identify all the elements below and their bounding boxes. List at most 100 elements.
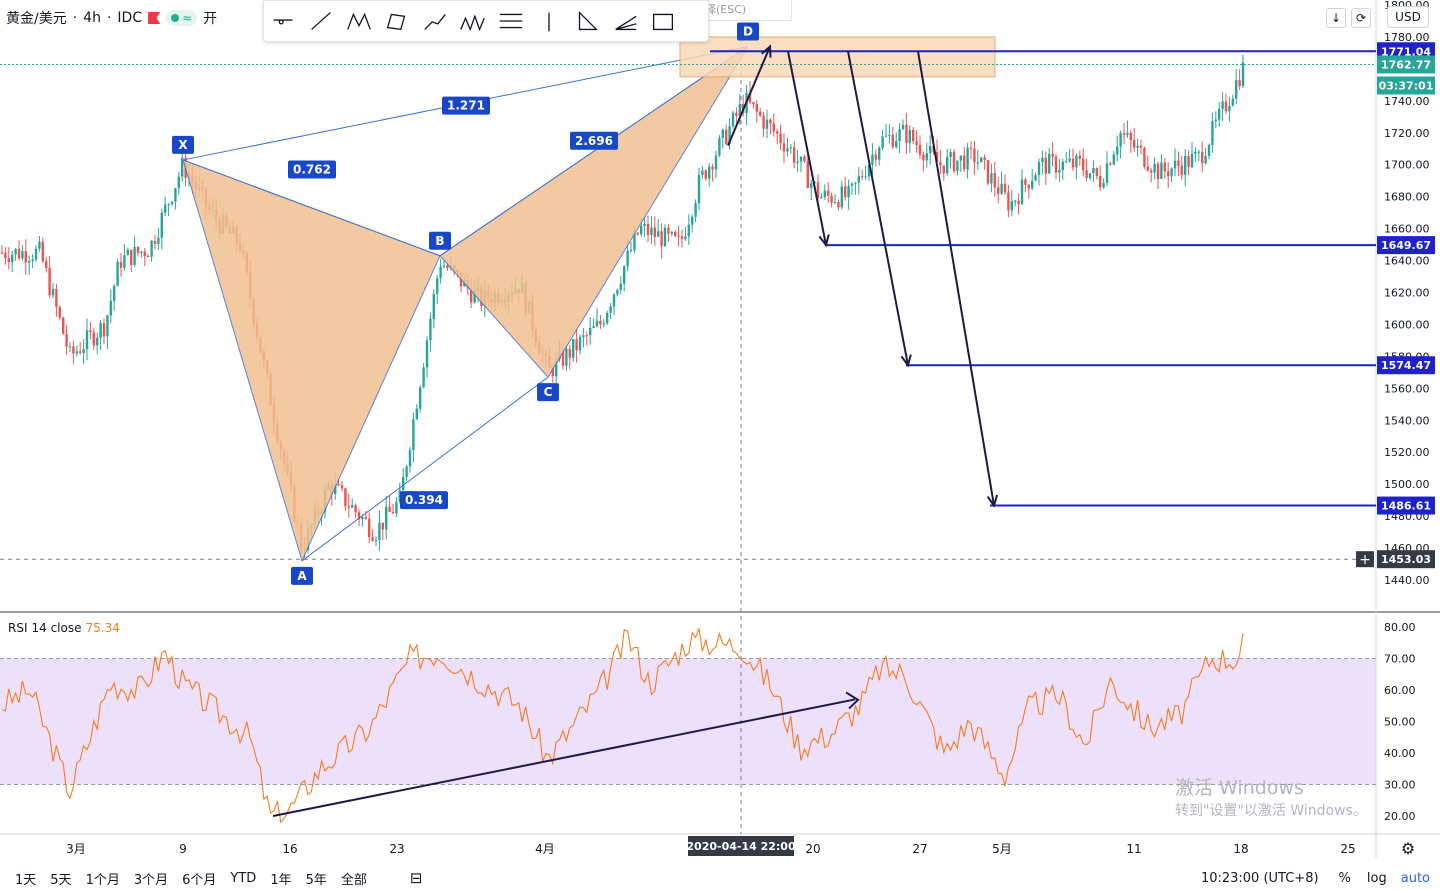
candle-body [619, 283, 622, 290]
candle-body [347, 506, 350, 508]
arrow-down-icon[interactable]: ↓ [1326, 8, 1346, 28]
candle-body [364, 517, 367, 519]
clock-label[interactable]: 10:23:00 (UTC+8) [1200, 870, 1319, 886]
symbol-name[interactable]: 黄金/美元 [6, 11, 67, 27]
xabcd-pattern-icon[interactable] [340, 2, 378, 40]
candle-body [891, 134, 894, 148]
candle-body [650, 227, 653, 236]
arrow-target-1 [787, 51, 827, 246]
candle-body [119, 261, 123, 268]
frame-icon[interactable] [644, 2, 682, 40]
candle-body [1133, 140, 1136, 148]
market-status-badge[interactable]: ≈ [166, 10, 198, 26]
candle-body [704, 170, 707, 179]
range-3m[interactable]: 3个月 [133, 872, 169, 888]
candle-body [1020, 179, 1024, 205]
percent-button[interactable]: % [1338, 870, 1351, 886]
candle-body [1190, 153, 1194, 167]
candle-body [368, 518, 371, 538]
price-label-text: 1486.61 [1381, 500, 1431, 513]
fib-levels-icon[interactable] [492, 2, 530, 40]
refresh-icon[interactable]: ⟳ [1351, 8, 1371, 28]
log-button[interactable]: log [1366, 870, 1387, 886]
vertical-line-icon[interactable] [530, 2, 568, 40]
arrow-target-1-head [818, 234, 830, 248]
time-tick-label: 20 [805, 842, 820, 856]
candle-body [99, 323, 102, 338]
candle-body [133, 246, 136, 266]
candle-body [1207, 145, 1211, 156]
fan-icon[interactable] [606, 2, 644, 40]
rsi-legend[interactable]: RSI 14 close 75.34 [8, 621, 120, 635]
range-1y[interactable]: 1年 [270, 872, 292, 888]
candle-body [959, 155, 962, 161]
abcd-pattern-icon[interactable] [454, 2, 492, 40]
candle-body [1235, 80, 1238, 99]
candle-body [929, 146, 932, 154]
point-label: D [743, 25, 753, 39]
range-1d[interactable]: 1天 [15, 872, 37, 888]
candle-body [62, 317, 65, 334]
currency-button[interactable]: USD [1387, 6, 1429, 28]
time-tick-label: 16 [282, 842, 297, 856]
candle-body [585, 335, 588, 337]
candle-body [578, 337, 582, 351]
candle-body [1099, 176, 1102, 188]
range-5d[interactable]: 5天 [50, 872, 72, 888]
candle-body [385, 506, 388, 530]
ratio-badge [400, 491, 448, 510]
candle-body [1214, 119, 1217, 122]
candle-body [177, 176, 180, 189]
range-1m[interactable]: 1个月 [85, 872, 120, 888]
time-tick-label: 27 [912, 842, 927, 856]
price-tick-label: 1440.00 [1384, 574, 1430, 587]
price-label-badge [1377, 496, 1435, 515]
candle-body [147, 256, 150, 258]
candle-body [636, 232, 639, 235]
range-all[interactable]: 全部 [340, 872, 367, 888]
candle-body [442, 265, 446, 267]
candle-body [918, 145, 922, 155]
candle-body [21, 251, 24, 259]
candle-body [4, 252, 7, 259]
up-arrow [727, 46, 771, 146]
candle-body [153, 240, 157, 244]
range-5y[interactable]: 5年 [305, 872, 327, 888]
candle-body [1024, 179, 1027, 185]
candle-body [565, 348, 568, 366]
pattern-line-xb [182, 159, 441, 257]
auto-button[interactable]: auto [1400, 870, 1430, 886]
goto-date-icon[interactable]: ⊟ [409, 869, 423, 887]
price-tick-label: 1620.00 [1384, 287, 1430, 300]
path-icon[interactable] [416, 2, 454, 40]
candle-body [1082, 158, 1085, 171]
ratio-label: 0.762 [293, 163, 331, 177]
interval-label[interactable]: 4h [83, 10, 101, 26]
range-6m[interactable]: 6个月 [182, 872, 217, 888]
price-tick-label: 1680.00 [1384, 191, 1430, 204]
range-ytd[interactable]: YTD [230, 870, 257, 886]
candle-body [1231, 98, 1234, 106]
candle-body [1017, 200, 1020, 205]
candle-body [667, 227, 670, 234]
candle-body [113, 285, 116, 301]
trend-line-icon[interactable] [302, 2, 340, 40]
horizontal-line-icon[interactable] [264, 2, 302, 40]
chart-canvas[interactable]: 1800.001780.001760.001740.001720.001700.… [0, 0, 1440, 866]
candle-body [1170, 168, 1173, 177]
up-arrow-head [761, 44, 772, 58]
price-label-text: 1453.03 [1381, 553, 1431, 566]
crosshair-plus-button [1356, 551, 1374, 568]
candle-body [1143, 147, 1146, 167]
candle-body [789, 147, 792, 149]
candle-body [1126, 132, 1129, 135]
candle-body [106, 315, 109, 337]
ratio-badge [288, 160, 336, 179]
triangle-icon[interactable] [568, 2, 606, 40]
plus-icon: + [1359, 552, 1371, 568]
rectangle-path-icon[interactable] [378, 2, 416, 40]
candle-body [827, 190, 830, 196]
candle-body [816, 182, 820, 199]
candle-body [136, 246, 140, 254]
candle-body [1204, 155, 1207, 164]
